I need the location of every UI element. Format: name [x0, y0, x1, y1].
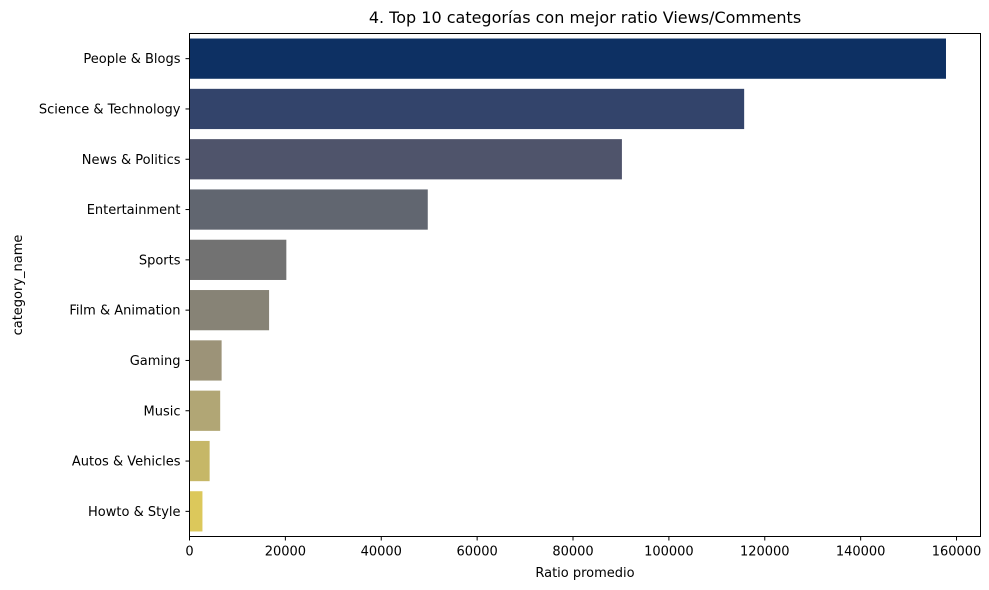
y-tick-label: Music — [144, 404, 181, 419]
bar-0 — [189, 38, 946, 79]
y-tick-label: Gaming — [130, 354, 181, 369]
y-tick-label: People & Blogs — [83, 52, 180, 67]
bar-9 — [189, 491, 203, 532]
y-tick-label: Autos & Vehicles — [72, 455, 181, 470]
y-tick-label: Science & Technology — [39, 102, 181, 117]
chart-title: 4. Top 10 categorías con mejor ratio Vie… — [369, 8, 801, 27]
x-tick-label: 80000 — [552, 545, 593, 560]
x-tick-label: 160000 — [932, 545, 982, 560]
bar-6 — [189, 340, 222, 381]
y-axis-label: category_name — [11, 235, 26, 336]
x-ticks-group: 0 20000 40000 60000 80000 100000 120000 140000 1… — [185, 536, 982, 560]
bar-5 — [189, 290, 270, 331]
y-ticks-group: People & Blogs Science & Technology News &… — [39, 52, 190, 520]
x-tick-label: 60000 — [456, 545, 497, 560]
x-tick-label: 100000 — [644, 545, 694, 560]
x-axis-label: Ratio promedio — [535, 566, 634, 581]
y-tick-label: Entertainment — [87, 203, 181, 218]
bar-3 — [189, 189, 428, 230]
y-tick-label: News & Politics — [82, 153, 181, 168]
y-tick-label: Film & Animation — [69, 304, 180, 319]
bar-4 — [189, 239, 287, 280]
x-tick-label: 0 — [185, 545, 193, 560]
x-tick-label: 40000 — [361, 545, 402, 560]
plot-frame — [189, 33, 981, 537]
bar-1 — [189, 88, 745, 130]
x-tick-label: 120000 — [740, 545, 790, 560]
x-tick-label: 20000 — [265, 545, 306, 560]
bar-2 — [189, 139, 622, 180]
bar-8 — [189, 440, 210, 482]
bar-7 — [189, 390, 221, 431]
y-tick-label: Sports — [139, 253, 181, 268]
y-tick-label: Howto & Style — [88, 505, 180, 520]
bars-group — [189, 38, 946, 532]
x-tick-label: 140000 — [836, 545, 886, 560]
